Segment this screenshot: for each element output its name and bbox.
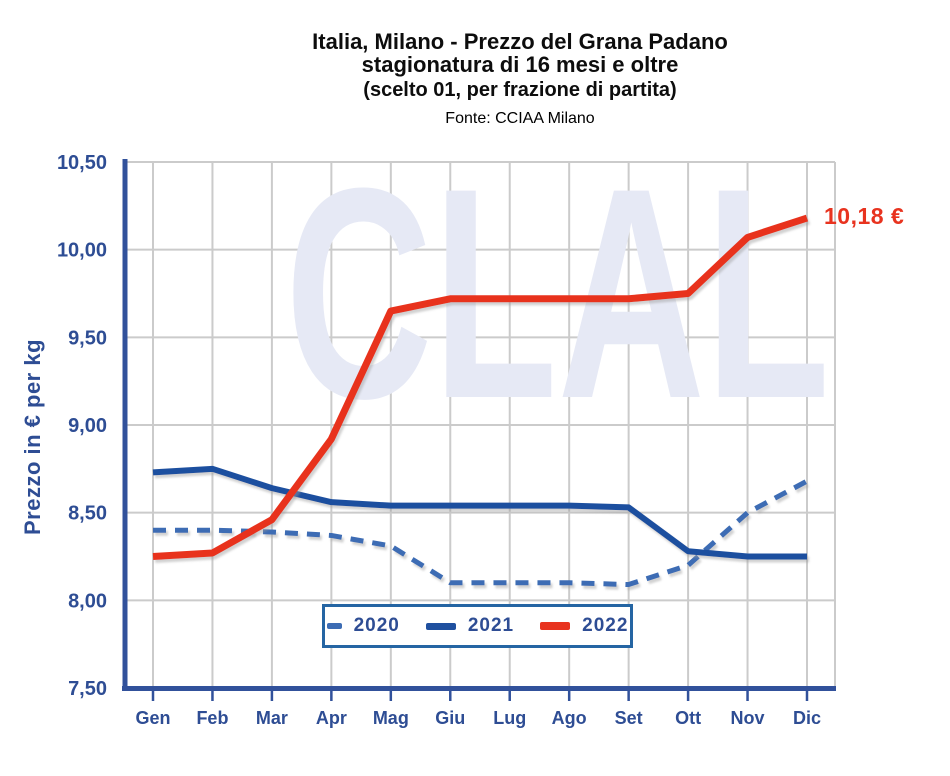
svg-text:Set: Set — [615, 708, 643, 728]
chart-subtitle: (scelto 01, per frazione di partita) — [363, 79, 677, 101]
legend-item-2020: 2020 — [326, 615, 400, 637]
svg-text:Ott: Ott — [675, 708, 701, 728]
svg-text:10,00: 10,00 — [57, 240, 107, 262]
chart-title-line1: Italia, Milano - Prezzo del Grana Padano — [312, 29, 728, 54]
legend-label-2021: 2021 — [467, 615, 515, 636]
svg-text:Ago: Ago — [552, 708, 587, 728]
legend-sample-2020 — [326, 623, 342, 629]
chart-source: Fonte: CCIAA Milano — [445, 110, 595, 127]
svg-text:Nov: Nov — [731, 708, 765, 728]
svg-text:Giu: Giu — [435, 708, 465, 728]
legend-label-2022: 2022 — [582, 615, 629, 636]
svg-text:Mag: Mag — [373, 708, 409, 728]
svg-text:9,00: 9,00 — [68, 415, 107, 437]
svg-text:9,50: 9,50 — [68, 327, 107, 349]
axes — [122, 159, 836, 701]
svg-text:Mar: Mar — [256, 708, 288, 728]
legend-item-2021: 2021 — [425, 615, 515, 637]
svg-text:8,00: 8,00 — [68, 590, 107, 612]
legend: 2020 2021 2022 — [322, 604, 633, 648]
legend-item-2022: 2022 — [540, 615, 628, 637]
axis-labels: 7,50 8,00 8,50 9,00 9,50 10,00 10,50 Gen Feb Mar A… — [57, 152, 821, 728]
gridlines — [125, 161, 836, 689]
legend-sample-2021 — [425, 622, 456, 630]
last-value-annotation: 10,18 € — [824, 203, 905, 229]
svg-text:Dic: Dic — [793, 708, 821, 728]
svg-text:Gen: Gen — [135, 708, 170, 728]
legend-label-2020: 2020 — [353, 615, 400, 636]
svg-text:Feb: Feb — [196, 708, 228, 728]
svg-text:7,50: 7,50 — [68, 678, 107, 700]
legend-sample-2022 — [540, 622, 571, 630]
svg-text:Lug: Lug — [493, 708, 526, 728]
svg-text:10,50: 10,50 — [57, 152, 107, 174]
chart-title-line2: stagionatura di 16 mesi e oltre — [361, 52, 679, 77]
data-series — [152, 214, 809, 588]
watermark: CLAL — [285, 125, 830, 461]
chart-header: Italia, Milano - Prezzo del Grana Padano… — [95, 30, 945, 128]
svg-text:Apr: Apr — [316, 708, 347, 728]
svg-text:8,50: 8,50 — [68, 503, 107, 525]
